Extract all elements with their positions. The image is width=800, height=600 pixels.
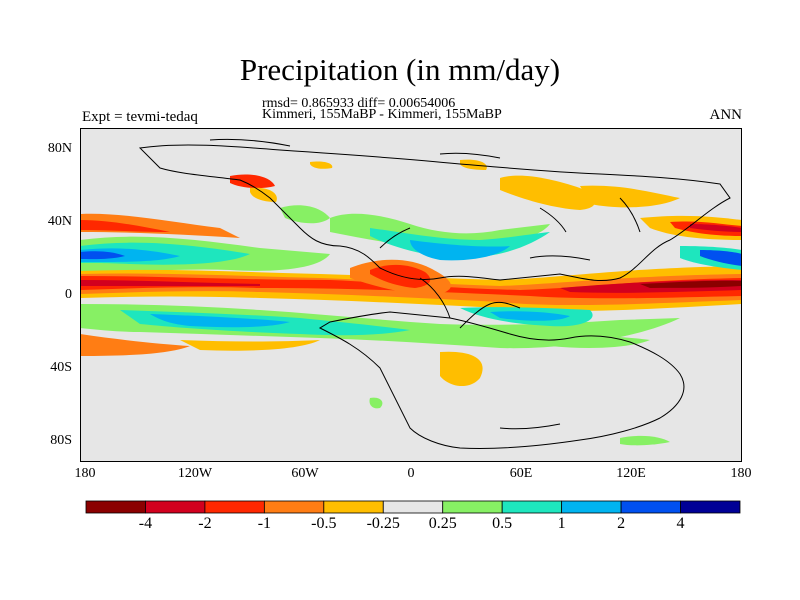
colorbar-swatch [323, 500, 384, 514]
colorbar-swatch [680, 500, 741, 514]
lat-label-eq: 0 [65, 287, 72, 302]
colorbar-label: -0.25 [366, 515, 400, 532]
lon-label-0: 0 [407, 466, 415, 481]
continent-outlines [138, 138, 731, 450]
colorbar-swatch [501, 500, 563, 514]
colorbar-label: 0.5 [492, 515, 513, 532]
lon-label-120w: 120W [177, 466, 213, 481]
lon-label-60e: 60E [509, 466, 533, 481]
colorbar-swatch [561, 500, 622, 514]
map-frame [80, 128, 742, 462]
colorbar-label: 1 [557, 515, 566, 532]
comparison-line: Kimmeri, 155MaBP - Kimmeri, 155MaBP [262, 107, 502, 122]
colorbar-label: -0.5 [311, 515, 337, 532]
stats-line: rmsd= 0.865933 diff= 0.00654006 [262, 96, 456, 111]
colorbar-swatch [442, 500, 503, 514]
colorbar-swatch [204, 500, 265, 514]
lon-label-60w: 60W [291, 466, 319, 481]
precip-map [80, 128, 742, 462]
lat-label-40n: 40N [47, 214, 72, 229]
colorbar-label: -4 [138, 515, 153, 532]
lon-label-120e: 120E [616, 466, 646, 481]
lat-label-80s: 80S [50, 433, 72, 448]
colorbar-label: -2 [198, 515, 212, 532]
colorbar-swatch [145, 500, 206, 514]
lat-label-80n: 80N [47, 141, 72, 156]
colorbar-swatch [382, 500, 444, 514]
colorbar-label: 0.25 [428, 515, 457, 532]
experiment-label: Expt = tevmi-tedaq [82, 109, 198, 125]
colorbar-label: -1 [257, 515, 272, 532]
colorbar-label: 4 [676, 515, 685, 532]
lon-label-180w: 180 [74, 466, 96, 481]
colorbar-swatch [85, 500, 146, 514]
lat-label-40s: 40S [50, 360, 72, 375]
colorbar-swatch [263, 500, 325, 514]
colorbar-label: 2 [617, 515, 626, 532]
plot-title: Precipitation (in mm/day) [239, 52, 561, 87]
colorbar-swatch [620, 500, 681, 514]
lon-label-180e: 180 [730, 466, 752, 481]
colorbar [85, 500, 741, 514]
season-label: ANN [709, 107, 743, 123]
